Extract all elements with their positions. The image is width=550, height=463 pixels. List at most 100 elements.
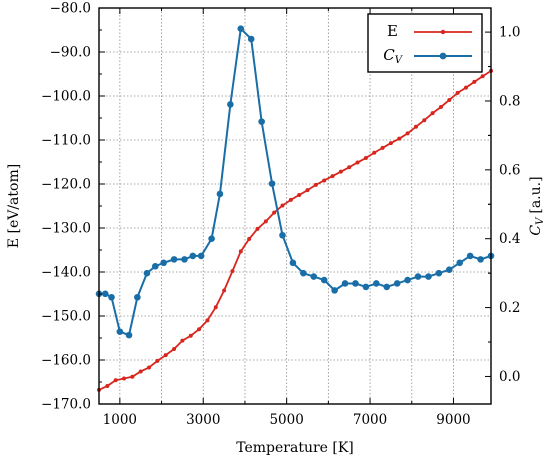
data-point-cv [362,283,370,291]
data-point-e [163,353,168,358]
x-tick-label: 3000 [186,412,220,428]
data-point-cv [208,235,215,243]
data-point-cv [320,276,328,284]
data-point-cv [258,118,265,125]
legend-sample-cv [414,52,472,60]
data-point-cv [170,256,178,263]
y-right-title-sub: V [535,216,546,225]
data-point-e [372,150,377,155]
data-point-e [338,169,343,174]
grid [99,8,491,404]
data-point-e [197,327,202,332]
legend-box [367,13,483,73]
y-left-tick-label: −90.0 [50,45,91,61]
y-right-tick-label: 0.6 [499,162,520,178]
data-point-cv [331,287,338,294]
data-point-cv [477,256,484,263]
y-right-title-main: C [528,225,544,236]
data-point-cv [189,252,197,260]
data-point-cv [425,273,432,280]
data-point-cv [310,273,318,280]
data-point-e [438,105,443,109]
data-point-e [347,165,352,170]
y-left-tick-label: −170.0 [41,397,91,413]
data-point-e [238,249,243,254]
data-point-cv [151,262,159,270]
legend-label-e: E [387,22,398,40]
y-right-tick-label: 1.0 [499,25,520,41]
data-point-e [422,118,427,123]
data-point-cv [414,273,422,280]
data-point-cv [101,290,109,298]
data-point-e [313,182,318,187]
data-point-cv [445,266,453,274]
x-tick-label: 7000 [353,412,387,428]
legend-marker-e [440,29,446,35]
y-left-axis-title: E [eV/atom] [6,164,22,248]
x-tick-label: 9000 [436,412,470,428]
data-point-e [138,369,143,374]
data-point-cv [268,180,276,187]
data-point-cv [160,259,167,267]
data-point-e [155,358,160,363]
data-point-cv [108,293,115,301]
data-point-cv [279,231,286,239]
y-left-tick-label: −130.0 [41,221,91,237]
data-point-cv [341,280,349,287]
y-right-axis-title: CV [a.u.] [528,176,546,235]
data-point-cv [373,280,380,287]
y-left-tick-label: −80.0 [50,1,91,17]
data-point-cv [125,331,133,339]
y-left-tick-label: −120.0 [41,177,91,193]
data-point-cv [237,25,245,32]
legend-label-cv: CV [383,46,403,66]
data-point-e [255,226,260,231]
legend: E CV [367,13,483,73]
data-point-e [413,124,418,129]
data-point-e [388,141,393,146]
data-point-cv [435,269,443,277]
data-point-e [430,111,435,116]
data-point-e [263,219,268,224]
series-e [97,68,493,392]
data-point-cv [466,252,474,260]
x-tick-label: 5000 [269,412,303,428]
series-line-e [98,70,492,391]
data-point-e [205,318,210,323]
data-point-e [397,136,402,141]
data-point-e [180,338,185,343]
data-point-e [122,376,127,381]
data-point-e [130,374,135,379]
data-point-e [322,178,327,183]
data-point-e [272,210,277,215]
data-point-cv [300,269,307,277]
y-right-tick-label: 0.2 [499,300,520,316]
x-tick-label: 1000 [103,412,137,428]
data-point-e [230,269,235,274]
data-point-e [297,193,302,197]
data-point-cv [181,256,188,263]
data-point-cv [227,101,234,108]
data-point-e [172,347,177,351]
data-point-e [305,188,310,193]
data-point-cv [216,190,224,198]
y-right-tick-label: 0.4 [499,231,520,247]
y-right-tick-label: 0.0 [499,369,520,385]
data-point-cv [393,280,401,287]
data-point-e [472,79,477,84]
data-point-cv [116,328,124,335]
data-point-e [380,145,385,150]
y-left-tick-label: −140.0 [41,265,91,281]
legend-sample-e [414,29,472,35]
data-point-cv [134,293,141,301]
data-point-e [447,97,452,102]
data-point-e [147,365,152,370]
data-point-e [213,305,218,310]
ticks: 1000 3000 5000 7000 9000 −170.0 −160.0 −150.0 −1… [41,1,520,429]
y-left-tick-label: −150.0 [41,309,91,325]
data-point-e [222,288,227,293]
legend-marker-cv [439,52,447,60]
y-left-tick-label: −100.0 [41,89,91,105]
data-point-cv [289,259,297,267]
y-right-title-unit: [a.u.] [528,176,544,213]
